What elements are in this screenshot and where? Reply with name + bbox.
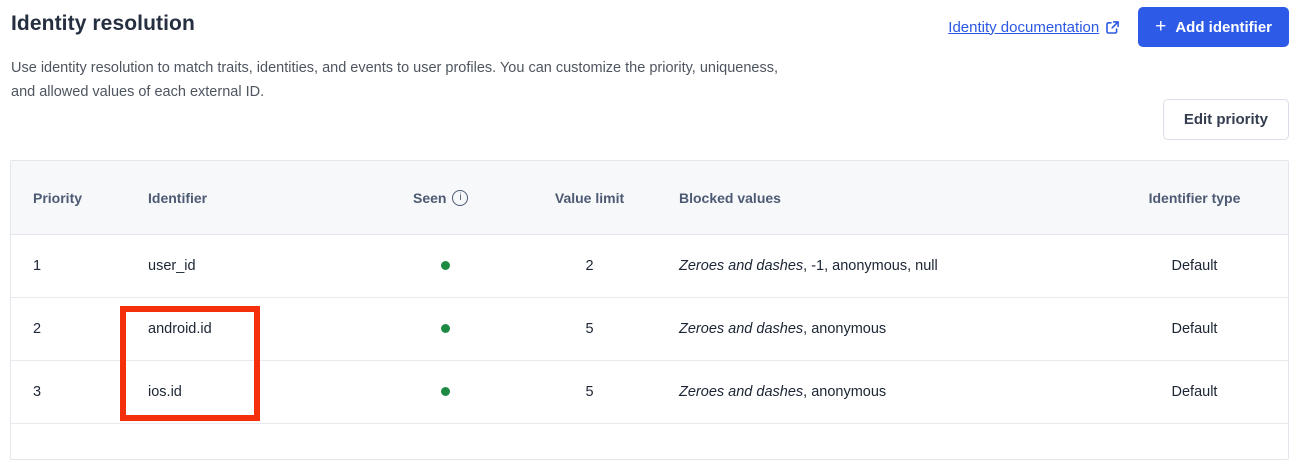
col-header-seen: Seen i [413, 189, 516, 206]
cell-identifier: user_id [148, 258, 196, 274]
cell-identifier: android.id [148, 321, 212, 337]
table-header-row: Priority Identifier Seen i Value limit B… [11, 161, 1288, 235]
blocked-values-named-rule: Zeroes and dashes [679, 321, 804, 337]
col-header-value-limit: Value limit [554, 189, 625, 206]
identity-documentation-link-label: Identity documentation [948, 18, 1100, 36]
seen-indicator-dot [441, 324, 450, 333]
blocked-values-list: , anonymous [803, 321, 887, 337]
table-body: 1 user_id 2 Zeroes and dashes, -1, anony… [11, 235, 1288, 424]
blocked-values-list: , anonymous [803, 384, 887, 400]
cell-priority: 1 [33, 258, 42, 274]
table-row[interactable]: 3 ios.id 5 Zeroes and dashes, anonymous … [11, 361, 1288, 424]
cell-value-limit: 5 [585, 384, 594, 400]
cell-value-limit: 2 [585, 258, 594, 274]
seen-indicator-dot [441, 387, 450, 396]
page-description: Use identity resolution to match traits,… [11, 60, 779, 100]
cell-blocked-values: Zeroes and dashes, anonymous [663, 384, 1143, 400]
identifiers-table: Priority Identifier Seen i Value limit B… [10, 160, 1289, 460]
cell-priority: 2 [33, 321, 42, 337]
col-header-priority: Priority [33, 189, 83, 206]
page-title: Identity resolution [11, 12, 195, 35]
blocked-values-named-rule: Zeroes and dashes [679, 258, 804, 274]
seen-indicator-dot [441, 261, 450, 270]
cell-seen [413, 258, 516, 274]
table-row[interactable]: 1 user_id 2 Zeroes and dashes, -1, anony… [11, 235, 1288, 298]
cell-identifier: ios.id [148, 384, 182, 400]
header-actions: Identity documentation + Add identifier [948, 7, 1289, 47]
cell-seen [413, 321, 516, 337]
col-header-seen-label: Seen [413, 189, 447, 206]
cell-blocked-values: Zeroes and dashes, anonymous [663, 321, 1143, 337]
cell-seen [413, 384, 516, 400]
add-identifier-button-label: Add identifier [1175, 18, 1272, 36]
cell-identifier-type: Default [1171, 384, 1218, 400]
plus-icon: + [1155, 15, 1167, 37]
col-header-identifier-type: Identifier type [1148, 189, 1241, 206]
info-icon[interactable]: i [452, 189, 469, 206]
col-header-blocked-values: Blocked values [679, 189, 781, 206]
add-identifier-button[interactable]: + Add identifier [1138, 7, 1289, 47]
external-link-icon [1105, 20, 1120, 35]
identity-documentation-link[interactable]: Identity documentation [948, 19, 1120, 36]
edit-priority-button[interactable]: Edit priority [1162, 99, 1289, 140]
col-header-identifier: Identifier [148, 189, 208, 206]
blocked-values-list: , -1, anonymous, null [803, 258, 938, 274]
cell-priority: 3 [33, 384, 42, 400]
cell-identifier-type: Default [1171, 321, 1218, 337]
cell-blocked-values: Zeroes and dashes, -1, anonymous, null [663, 258, 1143, 274]
cell-value-limit: 5 [585, 321, 594, 337]
blocked-values-named-rule: Zeroes and dashes [679, 384, 804, 400]
table-row[interactable]: 2 android.id 5 Zeroes and dashes, anonym… [11, 298, 1288, 361]
cell-identifier-type: Default [1171, 258, 1218, 274]
